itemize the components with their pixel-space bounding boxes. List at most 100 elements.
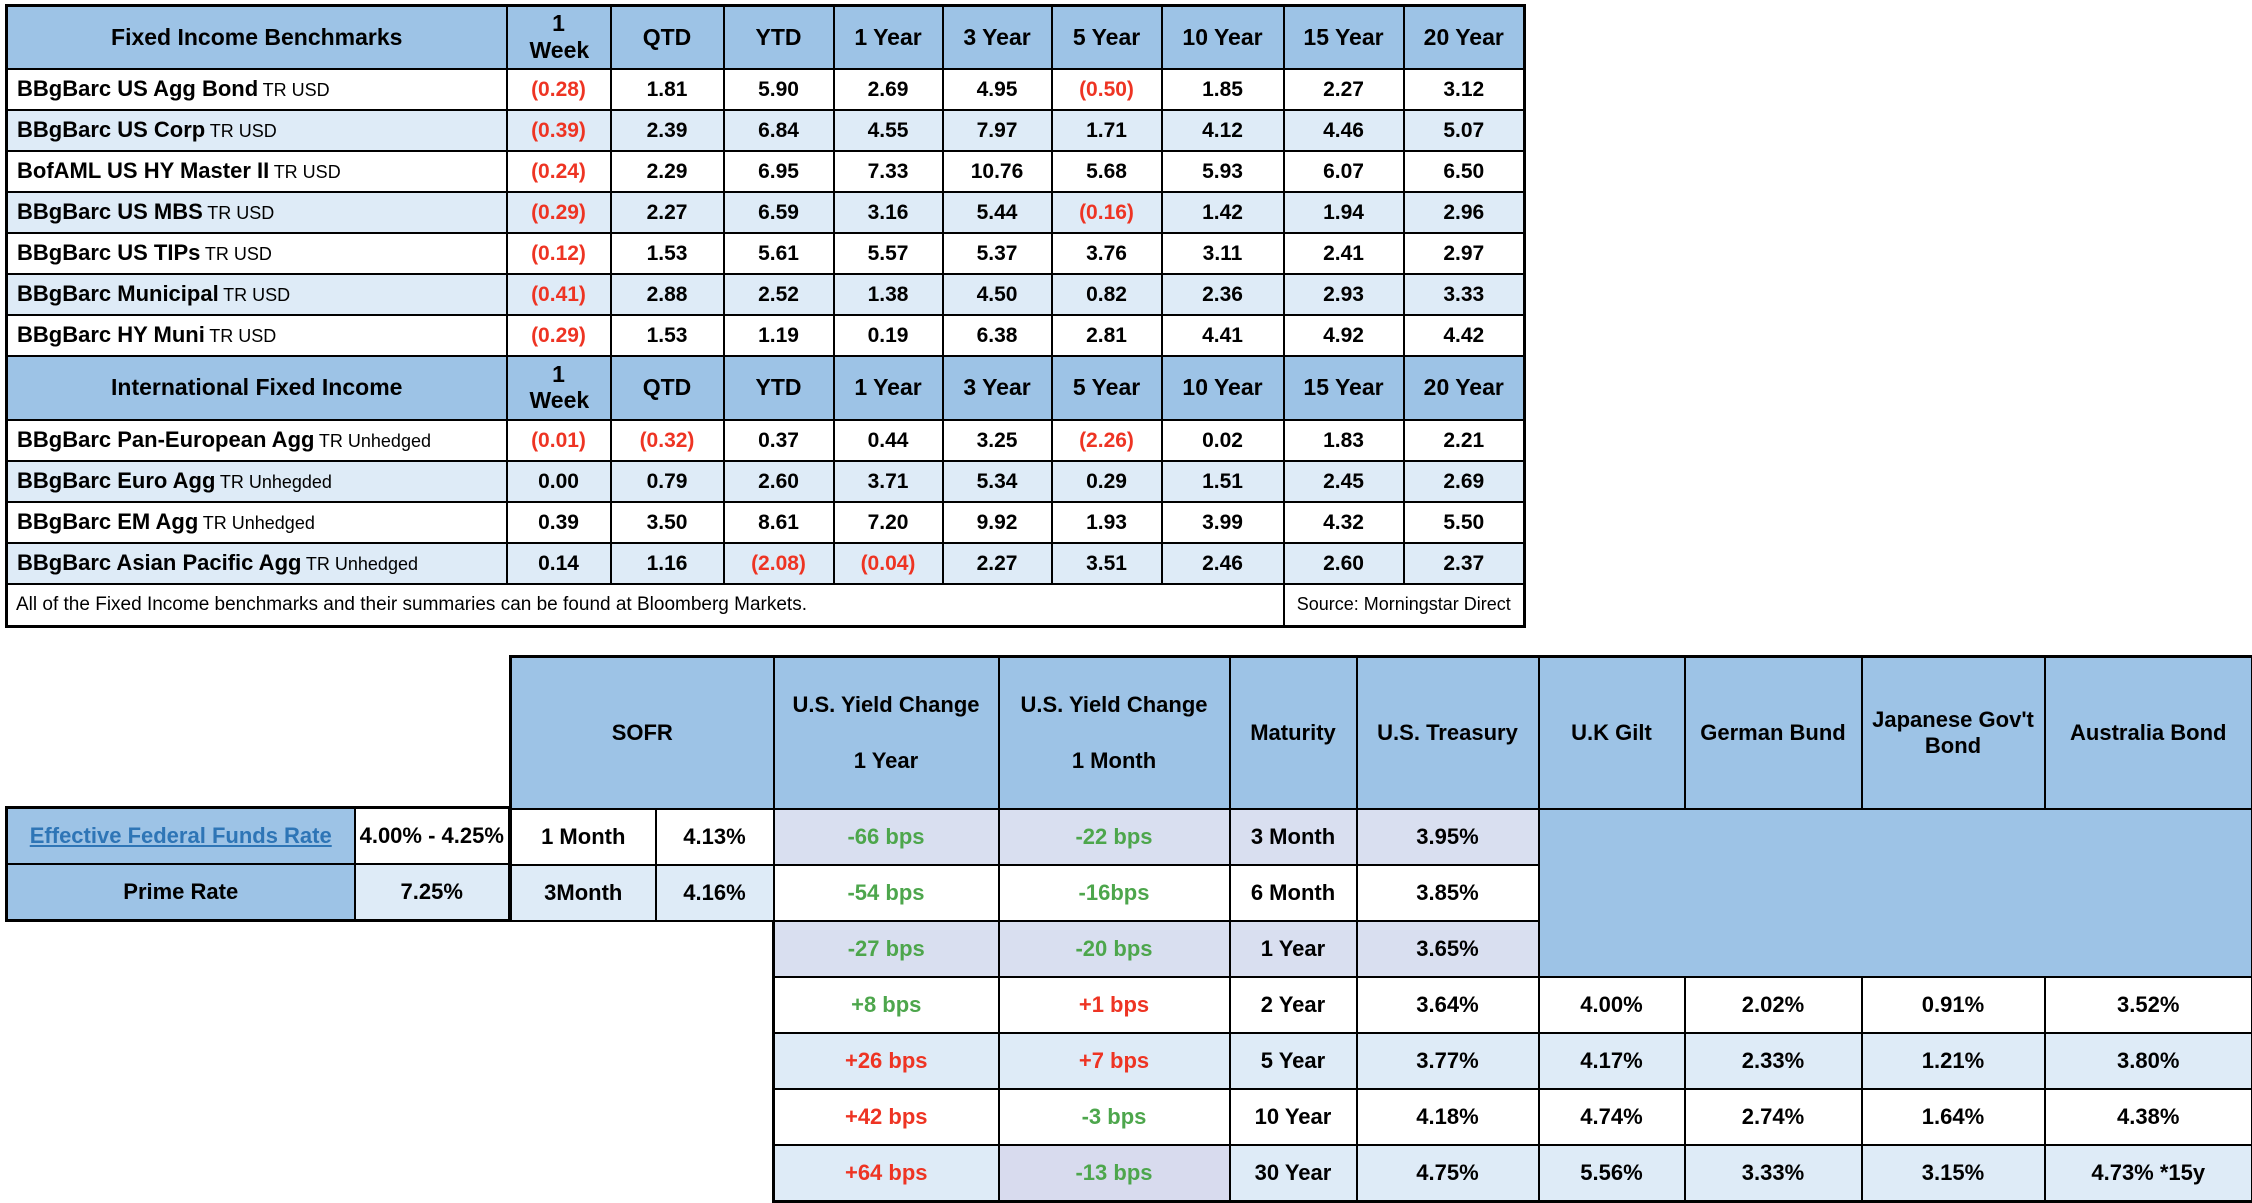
us-treasury-header: U.S. Treasury xyxy=(1357,657,1539,810)
benchmark-suffix: TR Unhegded xyxy=(220,472,332,492)
return-value-cell: (0.50) xyxy=(1052,69,1162,110)
benchmark-name-cell: BBgBarc Asian Pacific Agg TR Unhedged xyxy=(7,543,507,584)
return-value-cell: 1.81 xyxy=(611,69,724,110)
col-header-1-year: 1 Year xyxy=(834,356,943,420)
benchmark-suffix: TR USD xyxy=(223,285,290,305)
return-value-cell: (0.16) xyxy=(1052,192,1162,233)
benchmark-name-cell: BBgBarc US Agg Bond TR USD xyxy=(7,69,507,110)
return-value-cell: 2.60 xyxy=(724,461,834,502)
benchmark-suffix: TR USD xyxy=(205,244,272,264)
return-value-cell: 0.39 xyxy=(507,502,611,543)
col-header-10-year: 10 Year xyxy=(1162,356,1284,420)
benchmark-name: BBgBarc US MBS xyxy=(17,199,203,224)
benchmark-name: BBgBarc US Corp xyxy=(17,117,205,142)
japanese-govt-bond-header: Japanese Gov't Bond xyxy=(1862,657,2045,810)
return-value-cell: 4.46 xyxy=(1284,110,1404,151)
benchmarks-header-row: Fixed Income Benchmarks 1 Week QTD YTD 1… xyxy=(7,6,1525,70)
return-value-cell: 3.76 xyxy=(1052,233,1162,274)
return-value-cell: 2.36 xyxy=(1162,274,1284,315)
return-value-cell: 2.88 xyxy=(611,274,724,315)
return-value-cell: 2.46 xyxy=(1162,543,1284,584)
return-value-cell: 4.32 xyxy=(1284,502,1404,543)
col-header-1-week-label: 1 Week xyxy=(530,361,588,414)
benchmark-suffix: TR Unhedged xyxy=(319,431,431,451)
return-value-cell: 3.50 xyxy=(611,502,724,543)
return-value-cell: (0.32) xyxy=(611,420,724,461)
return-value-cell: (0.29) xyxy=(507,192,611,233)
return-value-cell: 2.45 xyxy=(1284,461,1404,502)
return-value-cell: (0.04) xyxy=(834,543,943,584)
policy-rates-table: Effective Federal Funds Rate 4.00% - 4.2… xyxy=(5,806,511,922)
return-value-cell: 9.92 xyxy=(943,502,1052,543)
australia-bond-yield-cell: 4.38% xyxy=(2045,1089,2252,1145)
empty-area xyxy=(511,1145,774,1202)
benchmark-name-cell: BBgBarc Municipal TR USD xyxy=(7,274,507,315)
return-value-cell: 2.27 xyxy=(611,192,724,233)
col-header-15-year: 15 Year xyxy=(1284,356,1404,420)
col-header-1-year: 1 Year xyxy=(834,6,943,70)
return-value-cell: 2.39 xyxy=(611,110,724,151)
return-value-cell: 6.50 xyxy=(1404,151,1525,192)
benchmark-row: BofAML US HY Master II TR USD (0.24) 2.2… xyxy=(7,151,1525,192)
benchmark-name-cell: BBgBarc Pan-European Agg TR Unhedged xyxy=(7,420,507,461)
return-value-cell: 0.82 xyxy=(1052,274,1162,315)
col-header-15-year: 15 Year xyxy=(1284,6,1404,70)
return-value-cell: 5.37 xyxy=(943,233,1052,274)
effr-value-cell: 4.00% - 4.25% xyxy=(355,808,510,865)
return-value-cell: (0.24) xyxy=(507,151,611,192)
yield-change-1-month-header: U.S. Yield Change 1 Month xyxy=(999,657,1230,810)
yield-change-title: U.S. Yield Change xyxy=(1020,692,1207,718)
return-value-cell: 3.51 xyxy=(1052,543,1162,584)
return-value-cell: (2.08) xyxy=(724,543,834,584)
return-value-cell: 2.27 xyxy=(1284,69,1404,110)
return-value-cell: 2.81 xyxy=(1052,315,1162,356)
col-header-1-week: 1 Week xyxy=(507,356,611,420)
return-value-cell: 3.71 xyxy=(834,461,943,502)
return-value-cell: (0.12) xyxy=(507,233,611,274)
return-value-cell: 5.90 xyxy=(724,69,834,110)
maturity-cell: 5 Year xyxy=(1230,1033,1357,1089)
yield-row-2-year: +8 bps +1 bps 2 Year 3.64% 4.00% 2.02% 0… xyxy=(511,977,2252,1033)
uk-gilt-yield-cell: 4.00% xyxy=(1539,977,1685,1033)
return-value-cell: 4.41 xyxy=(1162,315,1284,356)
return-value-cell: 1.51 xyxy=(1162,461,1284,502)
return-value-cell: (0.01) xyxy=(507,420,611,461)
return-value-cell: 4.12 xyxy=(1162,110,1284,151)
return-value-cell: 8.61 xyxy=(724,502,834,543)
yield-change-title: U.S. Yield Change xyxy=(792,692,979,718)
return-value-cell: 5.07 xyxy=(1404,110,1525,151)
col-header-qtd: QTD xyxy=(611,356,724,420)
yield-change-1y-cell: -66 bps xyxy=(774,809,999,865)
return-value-cell: 1.83 xyxy=(1284,420,1404,461)
yield-change-1m-cell: -22 bps xyxy=(999,809,1230,865)
yield-change-1-year-header: U.S. Yield Change 1 Year xyxy=(774,657,999,810)
us-treasury-yield-cell: 3.65% xyxy=(1357,921,1539,977)
yield-change-1m-cell: -3 bps xyxy=(999,1089,1230,1145)
us-treasury-yield-cell: 3.64% xyxy=(1357,977,1539,1033)
return-value-cell: 2.69 xyxy=(834,69,943,110)
col-header-ytd: YTD xyxy=(724,6,834,70)
effective-federal-funds-rate-link[interactable]: Effective Federal Funds Rate xyxy=(30,823,332,848)
return-value-cell: 1.53 xyxy=(611,315,724,356)
empty-area xyxy=(511,977,774,1033)
benchmark-name-cell: BofAML US HY Master II TR USD xyxy=(7,151,507,192)
return-value-cell: 6.38 xyxy=(943,315,1052,356)
return-value-cell: 2.97 xyxy=(1404,233,1525,274)
australia-bond-yield-cell: 3.80% xyxy=(2045,1033,2252,1089)
benchmark-suffix: TR Unhedged xyxy=(203,513,315,533)
japanese-govt-bond-yield-cell: 1.64% xyxy=(1862,1089,2045,1145)
return-value-cell: 6.59 xyxy=(724,192,834,233)
yield-row-3-month: 1 Month 4.13% -66 bps -22 bps 3 Month 3.… xyxy=(511,809,2252,865)
return-value-cell: 3.11 xyxy=(1162,233,1284,274)
return-value-cell: 1.71 xyxy=(1052,110,1162,151)
return-value-cell: (0.39) xyxy=(507,110,611,151)
yields-header-row: SOFR U.S. Yield Change 1 Year U.S. Yield… xyxy=(511,657,2252,810)
return-value-cell: 0.00 xyxy=(507,461,611,502)
yield-row-10-year: +42 bps -3 bps 10 Year 4.18% 4.74% 2.74%… xyxy=(511,1089,2252,1145)
return-value-cell: 0.79 xyxy=(611,461,724,502)
return-value-cell: 0.29 xyxy=(1052,461,1162,502)
return-value-cell: 1.42 xyxy=(1162,192,1284,233)
us-treasury-yield-cell: 3.95% xyxy=(1357,809,1539,865)
effective-federal-funds-rate-cell: Effective Federal Funds Rate xyxy=(7,808,355,865)
yield-change-1y-cell: +42 bps xyxy=(774,1089,999,1145)
